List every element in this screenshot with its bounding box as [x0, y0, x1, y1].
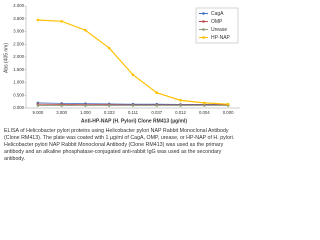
page: {"chart_data": {"type": "line", "ylabel"…: [3, 3, 240, 162]
y-tick-label: 2.000: [13, 54, 24, 59]
legend-label: OMP: [211, 19, 223, 25]
y-axis-label: Abs (405 nm): [3, 43, 9, 73]
legend-marker: [202, 28, 205, 31]
data-point: [155, 91, 159, 94]
x-tick-label: 0.000: [223, 110, 234, 115]
legend-marker: [202, 12, 205, 15]
x-tick-label: 0.333: [104, 110, 115, 115]
data-point: [203, 101, 206, 105]
legend-marker: [202, 36, 205, 39]
y-tick-label: 3.500: [13, 16, 24, 21]
legend-marker: [202, 20, 205, 23]
data-point: [36, 18, 40, 22]
data-point: [107, 104, 111, 107]
x-tick-label: 0.004: [199, 110, 210, 115]
legend-label: HP-NAP: [211, 35, 231, 41]
x-tick-label: 0.111: [128, 110, 139, 115]
y-tick-label: 1.000: [13, 80, 24, 85]
x-tick-label: 1.000: [80, 110, 91, 115]
x-tick-label: 0.037: [151, 110, 162, 115]
y-tick-label: 4.000: [13, 3, 24, 8]
data-point: [203, 104, 206, 107]
data-point: [179, 99, 182, 102]
chart: Abs (405 nm) Anti-HP-NAP (H. Pylori) Clo…: [3, 3, 240, 124]
legend-label: CagA: [211, 11, 224, 17]
data-point: [155, 104, 159, 107]
legend-label: Urease: [211, 27, 227, 33]
data-point: [107, 46, 111, 50]
y-tick-label: 0.500: [13, 92, 24, 97]
data-point: [131, 73, 135, 77]
y-tick-label: 3.000: [13, 29, 24, 34]
data-point: [179, 104, 182, 107]
data-point: [84, 104, 87, 107]
x-tick-label: 3.000: [56, 110, 67, 115]
y-tick-label: 0.000: [13, 105, 24, 110]
data-point: [36, 104, 40, 107]
data-point: [60, 104, 63, 107]
data-point: [60, 20, 63, 23]
x-axis-label: Anti-HP-NAP (H. Pylori) Clone RM413 (µg/…: [81, 118, 187, 124]
data-point: [131, 104, 135, 107]
data-point: [226, 102, 230, 106]
y-tick-label: 2.500: [13, 41, 24, 46]
x-tick-label: 0.012: [175, 110, 186, 115]
x-tick-label: 9.000: [33, 110, 44, 115]
data-point: [84, 28, 87, 32]
caption: ELISA of Helicobacter pylori proteins us…: [4, 128, 235, 162]
y-tick-label: 1.500: [13, 67, 24, 72]
